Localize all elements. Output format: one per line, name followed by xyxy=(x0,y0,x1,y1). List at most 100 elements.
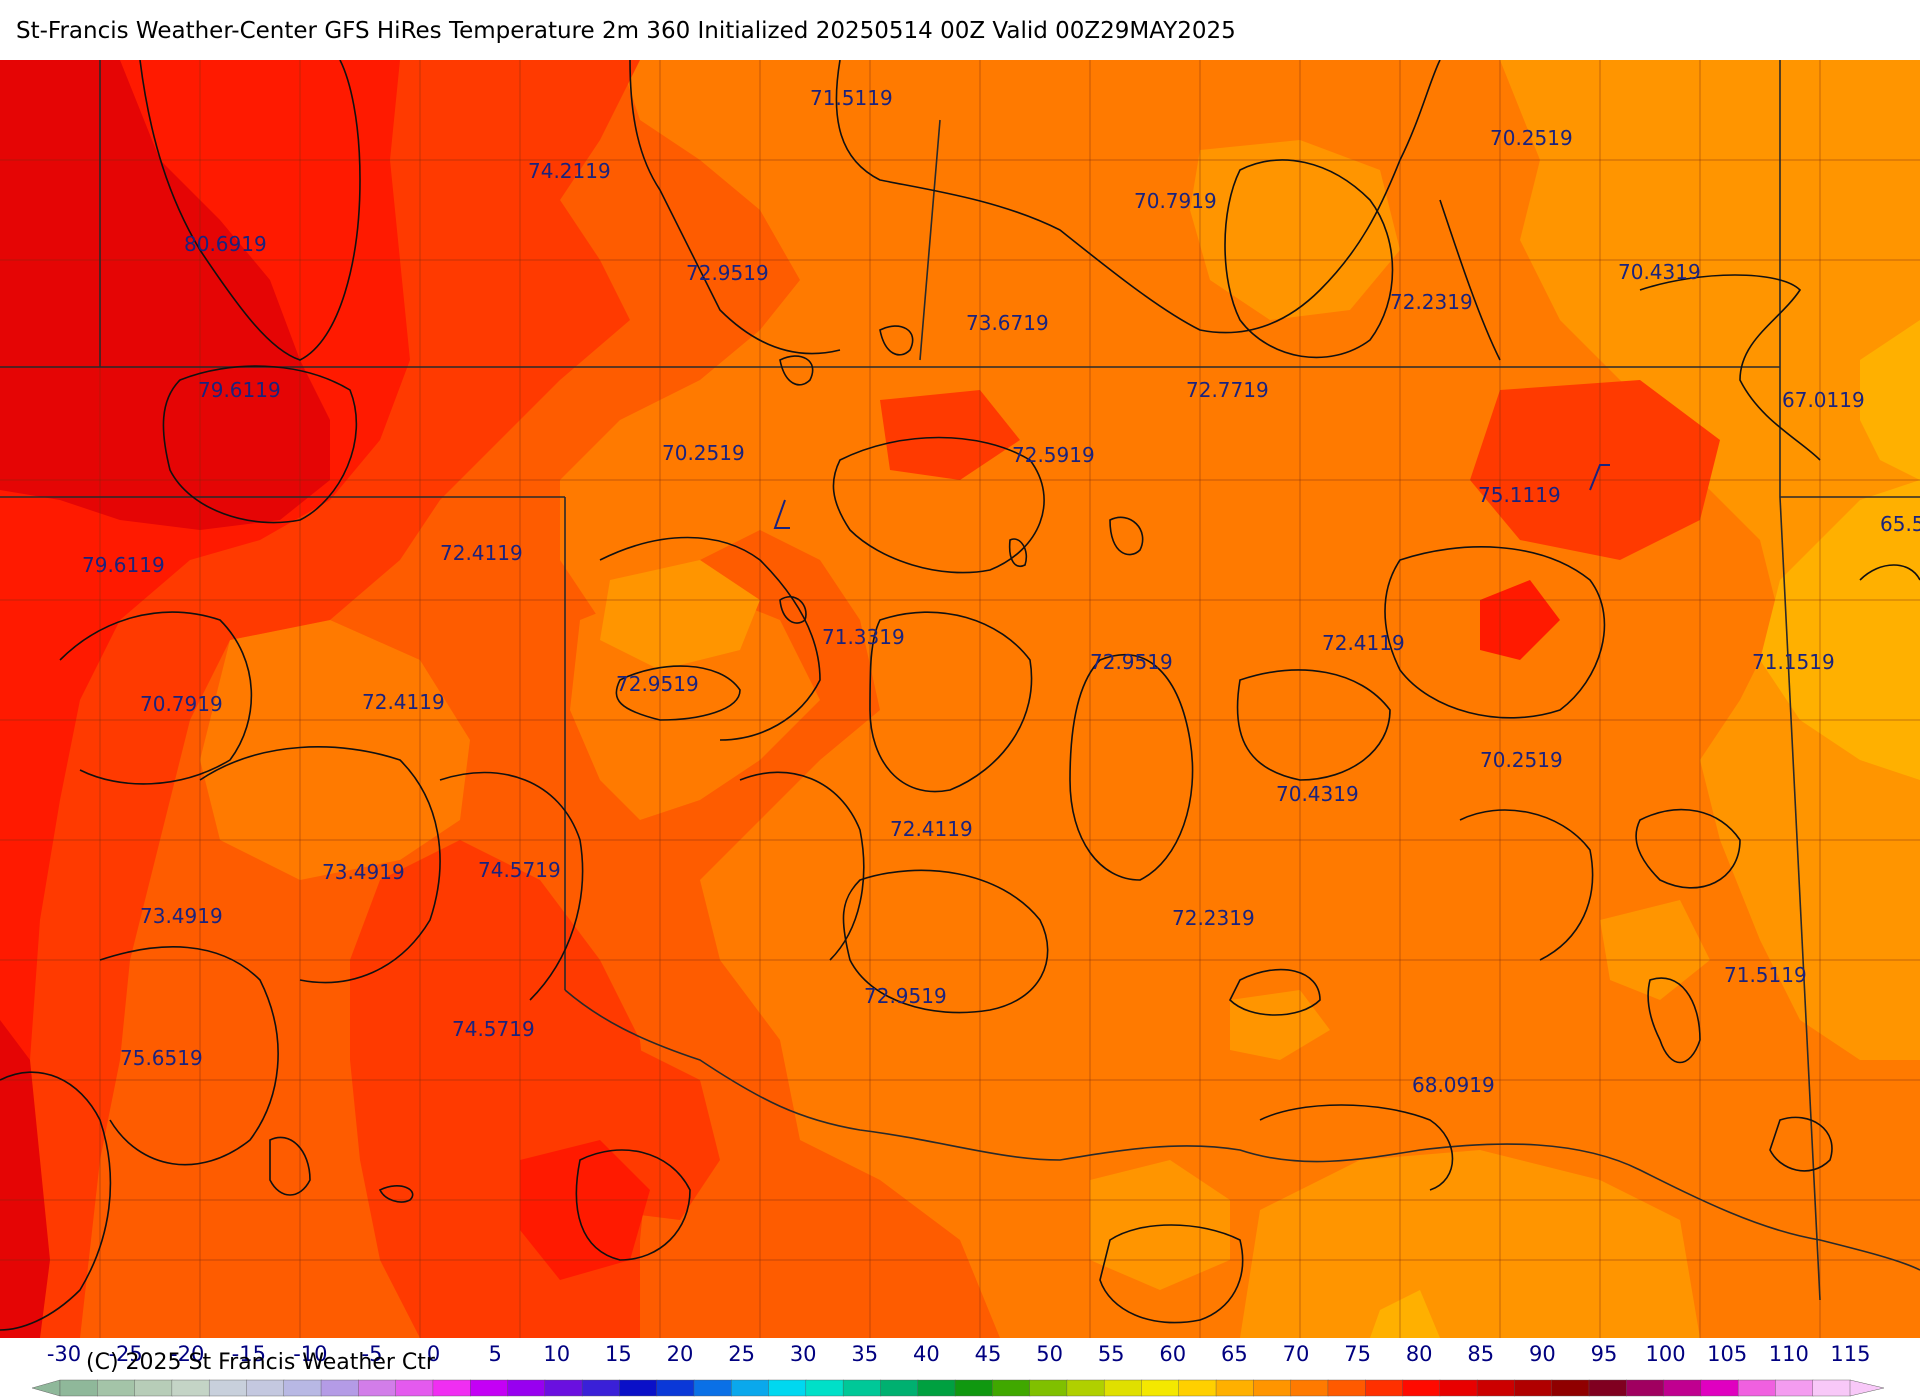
legend-tick-label: -15 xyxy=(231,1342,266,1366)
legend-color-swatch xyxy=(1178,1379,1217,1397)
legend-color-swatch xyxy=(1253,1379,1292,1397)
contour-label: 80.6919 xyxy=(184,232,267,256)
isotherm-contours xyxy=(0,60,1920,1331)
temperature-map: 71.5119 74.2119 70.2519 80.6919 70.7919 72.95… xyxy=(0,60,1920,1338)
legend-tick-label: 25 xyxy=(728,1342,755,1366)
legend-tick-label: 115 xyxy=(1830,1342,1871,1366)
contour-label: 79.6119 xyxy=(82,553,165,577)
legend-color-swatch xyxy=(358,1379,397,1397)
contour-label: 67.0119 xyxy=(1782,388,1865,412)
contour-label: 72.7719 xyxy=(1186,378,1269,402)
legend-color-swatch xyxy=(1215,1379,1255,1397)
state-boundaries xyxy=(0,60,1920,1301)
contour-label: 68.0919 xyxy=(1412,1073,1495,1097)
legend-tick-label: 30 xyxy=(789,1342,817,1366)
legend-color-swatch xyxy=(805,1379,844,1397)
contour-label: 72.2319 xyxy=(1172,906,1255,930)
contour-label: 72.9519 xyxy=(616,672,699,696)
legend-tick-label: -10 xyxy=(293,1342,328,1366)
legend-color-swatch xyxy=(395,1379,434,1397)
legend-color-swatch xyxy=(917,1379,956,1397)
legend-color-swatch xyxy=(171,1379,210,1397)
legend-color-swatch xyxy=(1476,1379,1516,1397)
legend-color-swatch xyxy=(1812,1379,1851,1397)
legend-tick-label: 75 xyxy=(1344,1342,1371,1366)
legend-color-swatch xyxy=(544,1379,583,1397)
contour-label: 71.1519 xyxy=(1752,650,1835,674)
legend-color-swatch xyxy=(619,1379,658,1397)
legend-tick-label: 95 xyxy=(1590,1342,1618,1366)
legend-color-swatch xyxy=(1514,1379,1553,1397)
legend-tick-label: -20 xyxy=(170,1342,205,1366)
legend-color-swatch xyxy=(1290,1379,1329,1397)
band-80 xyxy=(0,60,330,1338)
contour-label: 70.2519 xyxy=(662,441,745,465)
legend-color-swatch xyxy=(1700,1379,1739,1397)
legend-tick-label: 65 xyxy=(1221,1342,1248,1366)
legend-ticks: -30 -25 -20 -15 -10 -5 0 5 10 15 20 25 30 35 40 45 50 55 6… xyxy=(0,1342,1920,1372)
contour-label: 72.4119 xyxy=(1322,631,1405,655)
wind-barbs xyxy=(773,464,1610,529)
contour-label: 74.2119 xyxy=(528,159,611,183)
contour-label: 73.4919 xyxy=(322,860,405,884)
contour-label: 70.7919 xyxy=(1134,189,1217,213)
contour-label: 72.9519 xyxy=(1090,650,1173,674)
contour-label: 74.5719 xyxy=(478,858,561,882)
contour-label: 71.5119 xyxy=(810,86,893,110)
legend-tick-label: -30 xyxy=(46,1342,82,1366)
contour-label: 70.2519 xyxy=(1490,126,1573,150)
contour-label: 72.9519 xyxy=(686,261,769,285)
contour-label: 71.3319 xyxy=(822,625,905,649)
contour-label: 72.9519 xyxy=(864,984,947,1008)
contour-label: 75.1119 xyxy=(1478,483,1561,507)
legend-high-arrow xyxy=(1849,1379,1885,1397)
legend-tick-label: 105 xyxy=(1707,1342,1748,1366)
legend-color-swatch xyxy=(1029,1379,1068,1397)
legend-low-arrow xyxy=(31,1379,61,1397)
contour-label: 73.6719 xyxy=(966,311,1049,335)
contour-label: 70.7919 xyxy=(140,692,223,716)
legend-color-swatch xyxy=(1103,1379,1143,1397)
legend-tick-label: 10 xyxy=(543,1342,571,1366)
copyright-text: (C) 2025 St Francis Weather Ctr xyxy=(86,1350,435,1375)
legend-color-swatch xyxy=(1327,1379,1366,1397)
county-boundaries xyxy=(0,60,1920,1338)
contour-labels: 71.5119 74.2119 70.2519 80.6919 70.7919 72.95… xyxy=(82,86,1920,1097)
legend-color-swatch xyxy=(1737,1379,1777,1397)
legend-tick-label: 45 xyxy=(974,1342,1002,1366)
legend-color-swatch xyxy=(731,1379,770,1397)
legend-color-swatch xyxy=(208,1379,248,1397)
legend-color-swatch xyxy=(992,1379,1031,1397)
contour-label: 70.4319 xyxy=(1618,260,1701,284)
band-67 xyxy=(600,60,1920,1338)
legend-color-swatch xyxy=(954,1379,993,1397)
color-legend-bar xyxy=(31,1379,1885,1397)
contour-label: 72.2319 xyxy=(1390,290,1473,314)
contour-label: 72.5919 xyxy=(1012,443,1095,467)
legend-color-swatch xyxy=(1439,1379,1478,1397)
legend-tick-label: 15 xyxy=(605,1342,632,1366)
legend-tick-label: -5 xyxy=(361,1342,383,1366)
contour-label: 71.5119 xyxy=(1724,963,1807,987)
legend-color-swatch xyxy=(320,1379,360,1397)
contour-label: 79.6119 xyxy=(198,378,281,402)
legend-color-swatch xyxy=(1626,1379,1665,1397)
legend-color-swatch xyxy=(880,1379,919,1397)
legend-tick-label: 100 xyxy=(1645,1342,1686,1366)
contour-label: 72.4119 xyxy=(440,541,523,565)
legend-tick-label: 110 xyxy=(1768,1342,1809,1366)
legend-color-swatch xyxy=(1551,1379,1590,1397)
contour-label: 72.4119 xyxy=(362,690,445,714)
legend-color-swatch xyxy=(842,1379,882,1397)
legend-tick-label: -25 xyxy=(108,1342,143,1366)
legend-color-swatch xyxy=(246,1379,285,1397)
map-title: St-Francis Weather-Center GFS HiRes Temp… xyxy=(16,18,1236,44)
legend-tick-label: 20 xyxy=(666,1342,694,1366)
legend-color-swatch xyxy=(1402,1379,1441,1397)
legend-color-swatch xyxy=(134,1379,173,1397)
contour-label: 65.5719 xyxy=(1880,512,1920,536)
legend-color-swatch xyxy=(1663,1379,1702,1397)
legend-color-swatch xyxy=(470,1379,509,1397)
legend-color-swatch xyxy=(768,1379,807,1397)
legend-color-swatch xyxy=(1365,1379,1404,1397)
